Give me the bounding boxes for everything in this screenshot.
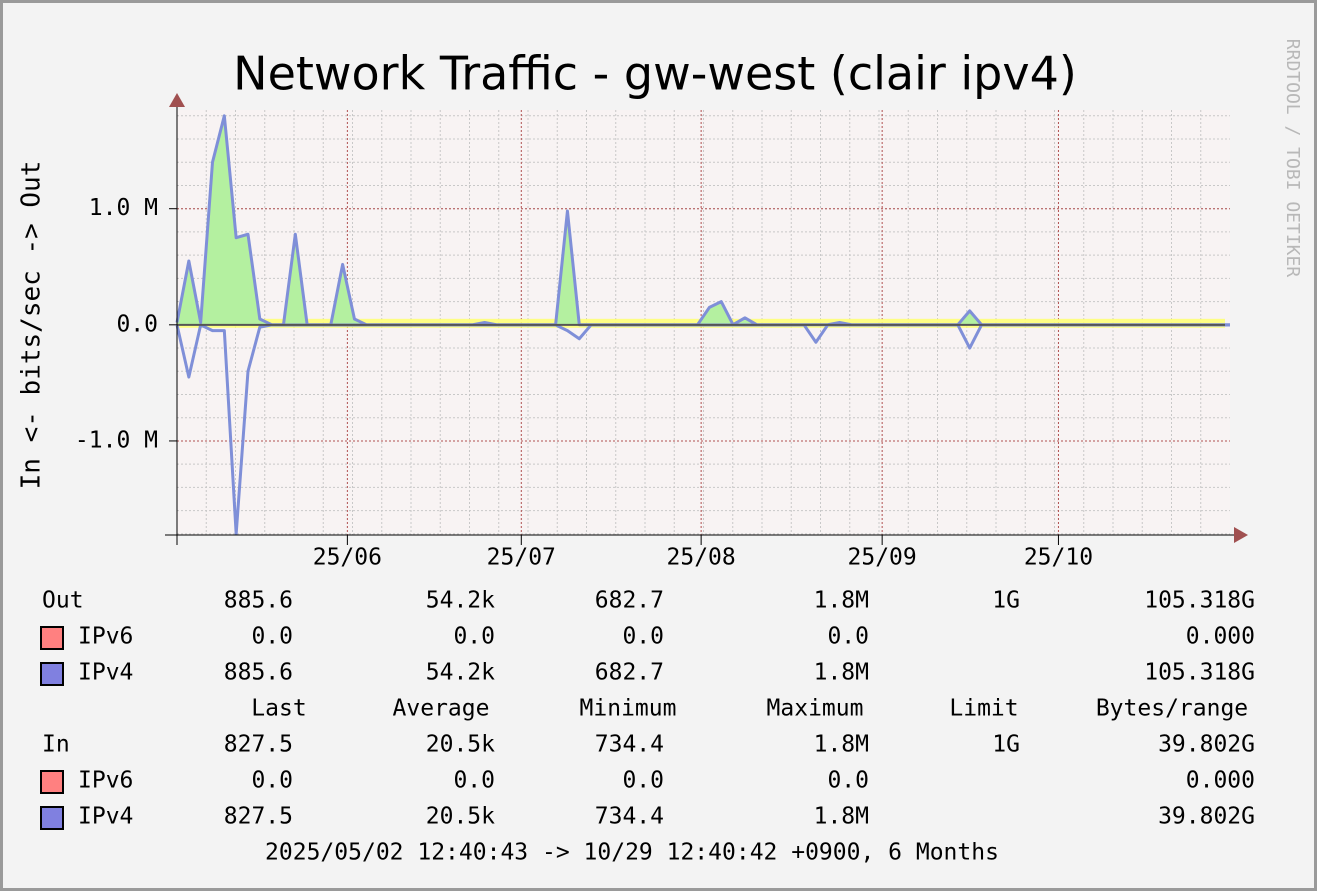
legend-value: 39.802G (1158, 732, 1255, 758)
marks (165, 93, 1248, 545)
legend-swatch (40, 806, 64, 830)
column-header: Limit (949, 696, 1018, 722)
legend-value: 0.0 (251, 624, 293, 650)
legend-value: 105.318G (1144, 660, 1255, 686)
section-label: In (42, 732, 70, 758)
legend-value: 734.4 (595, 804, 664, 830)
watermark: RRDTOOL / TOBI OETIKER (1282, 39, 1303, 278)
legend-value: 54.2k (426, 588, 495, 614)
legend-name: IPv6 (78, 624, 133, 650)
legend-value: 885.6 (224, 588, 293, 614)
legend-value: 1.8M (814, 588, 869, 614)
x-tick-label: 25/07 (487, 545, 556, 571)
x-tick-label: 25/09 (848, 545, 917, 571)
x-tick-label: 25/08 (667, 545, 736, 571)
legend-value: 1.8M (814, 804, 869, 830)
legend-value: 682.7 (595, 588, 664, 614)
legend-value: 0.0 (453, 624, 495, 650)
x-tick-label: 25/06 (313, 545, 382, 571)
column-header: Maximum (767, 696, 864, 722)
legend-value: 1.8M (814, 660, 869, 686)
y-tick-label: -1.0 M (75, 427, 158, 453)
legend-value: 0.000 (1186, 624, 1255, 650)
legend-value: 39.802G (1158, 804, 1255, 830)
legend-value: 827.5 (224, 732, 293, 758)
legend-value: 0.0 (827, 624, 869, 650)
legend-value: 0.0 (622, 624, 664, 650)
legend-value: 1G (992, 588, 1020, 614)
y-tick-label: 1.0 M (89, 195, 158, 221)
section-label: Out (42, 588, 84, 614)
legend-value: 105.318G (1144, 588, 1255, 614)
legend-value: 1.8M (814, 732, 869, 758)
legend-value: 54.2k (426, 660, 495, 686)
legend-value: 20.5k (426, 732, 495, 758)
legend-value: 0.0 (453, 768, 495, 794)
legend-value: 20.5k (426, 804, 495, 830)
legend-value: 827.5 (224, 804, 293, 830)
legend-name: IPv4 (78, 660, 133, 686)
legend-value: 734.4 (595, 732, 664, 758)
legend-value: 0.0 (622, 768, 664, 794)
legend-value: 1G (992, 732, 1020, 758)
column-header: Bytes/range (1096, 696, 1248, 722)
legend-value: 0.000 (1186, 768, 1255, 794)
legend-swatch (40, 626, 64, 650)
y-tick-label: 0.0 (116, 311, 158, 337)
column-header: Last (251, 696, 306, 722)
legend-name: IPv6 (78, 768, 133, 794)
arrow (169, 93, 185, 107)
arrow (1234, 527, 1248, 543)
legend-name: IPv4 (78, 804, 133, 830)
column-header: Minimum (580, 696, 677, 722)
legend-value: 885.6 (224, 660, 293, 686)
legend-swatch (40, 662, 64, 686)
x-tick-label: 25/10 (1024, 545, 1093, 571)
legend-swatch (40, 770, 64, 794)
column-header: Average (393, 696, 490, 722)
legend-value: 0.0 (827, 768, 869, 794)
chart-title: Network Traffic - gw-west (clair ipv4) (233, 47, 1077, 101)
legend-value: 0.0 (251, 768, 293, 794)
legend-value: 682.7 (595, 660, 664, 686)
y-axis-label: In <- bits/sec -> Out (17, 161, 47, 490)
footer: 2025/05/02 12:40:43 -> 10/29 12:40:42 +0… (265, 840, 999, 866)
